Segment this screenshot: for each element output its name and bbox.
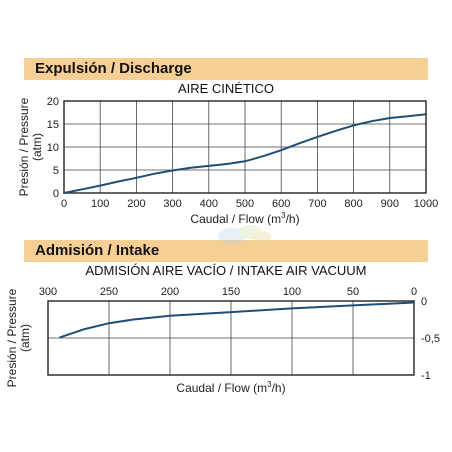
x-tick-label: 50	[347, 286, 359, 298]
x-tick-label: 0	[411, 286, 417, 298]
series-line	[63, 113, 427, 194]
y-tick-label: 0	[421, 296, 427, 308]
intake-chart: 300 250 200 150 100 50 00 -0,5 -1 Caudal / Flow (…	[5, 286, 440, 395]
x-axis-label: Caudal / Flow (m3/h)	[176, 380, 285, 395]
y-tick-label: -1	[421, 370, 431, 382]
x-tick-label: 800	[344, 198, 362, 210]
x-tick-label: 1000	[414, 198, 438, 210]
y-axis-label: Presión / Pressure(atm)	[17, 97, 44, 196]
y-tick-label: 15	[47, 119, 59, 131]
discharge-banner-title: Expulsión / Discharge	[35, 60, 192, 77]
plot-frame	[47, 300, 415, 376]
x-tick-label: 200	[161, 286, 179, 298]
y-axis-label: Presión / Pressure(atm)	[5, 288, 32, 387]
y-tick-label: 20	[47, 96, 59, 108]
plot-frame	[63, 100, 427, 194]
x-tick-label: 400	[200, 198, 218, 210]
discharge-banner: Expulsión / Discharge	[24, 58, 428, 80]
x-tick-label: 150	[222, 286, 240, 298]
x-tick-label: 500	[236, 198, 254, 210]
y-tick-label: 0	[53, 188, 59, 200]
discharge-chart-title: AIRE CINÉTICO	[177, 81, 275, 96]
x-tick-label: 200	[127, 198, 145, 210]
x-tick-label: 600	[272, 198, 290, 210]
x-tick-label: 0	[61, 198, 67, 210]
discharge-chart: 0 100 200 300 400 500 600 700 800 900 1000 0 5 10 15 20…	[17, 96, 438, 226]
x-tick-label: 300	[39, 286, 57, 298]
series-line	[59, 301, 415, 339]
x-axis-label: Caudal / Flow (m3/h)	[190, 211, 299, 226]
x-tick-label: 100	[283, 286, 301, 298]
x-tick-label: 100	[91, 198, 109, 210]
watermark-logo-icon	[218, 225, 271, 244]
x-tick-label: 700	[308, 198, 326, 210]
y-tick-label: -0,5	[421, 333, 440, 345]
intake-chart-title: ADMISIÓN AIRE VACÍO / INTAKE AIR VACUUM	[85, 263, 367, 278]
x-tick-label: 250	[100, 286, 118, 298]
y-tick-label: 10	[47, 142, 59, 154]
intake-banner-title: Admisión / Intake	[35, 242, 160, 259]
x-tick-label: 900	[381, 198, 399, 210]
y-tick-label: 5	[53, 165, 59, 177]
x-tick-label: 300	[163, 198, 181, 210]
intake-banner: Admisión / Intake	[24, 240, 428, 262]
